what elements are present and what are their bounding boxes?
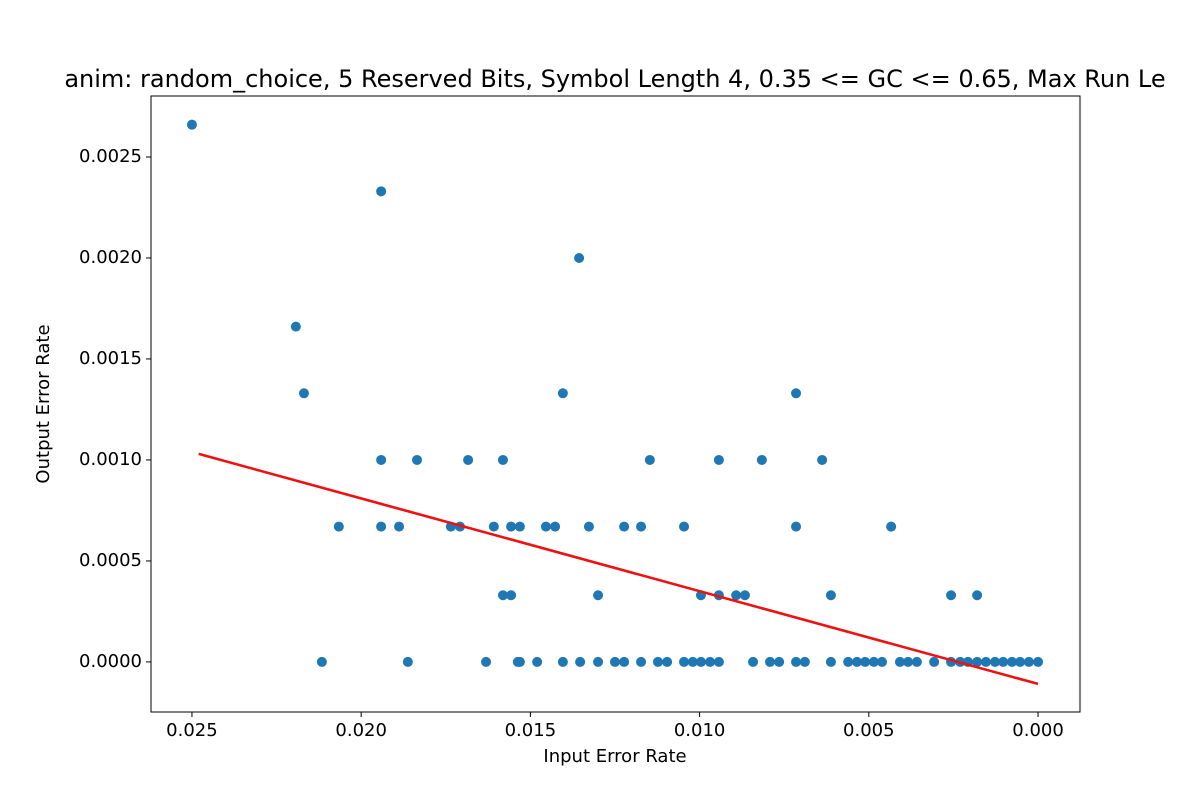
scatter-point [394,521,405,532]
x-axis-label: Input Error Rate [543,746,686,767]
scatter-point [333,521,344,532]
y-tick-label: 0.0015 [79,348,142,369]
scatter-point [636,521,647,532]
scatter-point [298,388,309,399]
scatter-point [1006,656,1017,667]
x-tick-label: 0.025 [166,720,218,741]
scatter-point [998,656,1009,667]
x-tick-label: 0.005 [843,720,895,741]
scatter-point [532,656,543,667]
scatter-point [619,656,630,667]
scatter-point [1033,656,1044,667]
y-tick-label: 0.0005 [79,550,142,571]
scatter-point [774,656,785,667]
scatter-point [609,656,620,667]
scatter-point [402,656,413,667]
chart-title: anim: random_choice, 5 Reserved Bits, Sy… [64,65,1165,93]
scatter-point [463,454,474,465]
scatter-point [756,454,767,465]
scatter-point [990,656,1001,667]
y-tick-label: 0.0000 [79,651,142,672]
scatter-point [748,656,759,667]
scatter-point [791,656,802,667]
scatter-point [1015,656,1026,667]
scatter-point [705,656,716,667]
scatter-point [877,656,888,667]
scatter-point [644,454,655,465]
scatter-point [583,521,594,532]
scatter-point [662,656,673,667]
scatter-point [376,521,387,532]
plot-frame [150,95,1081,713]
scatter-point [290,321,301,332]
y-tick-label: 0.0010 [79,449,142,470]
scatter-point [929,656,940,667]
scatter-point [713,454,724,465]
scatter-point [636,656,647,667]
scatter-point [731,590,742,601]
scatter-point [764,656,775,667]
scatter-point [497,454,508,465]
scatter-point [799,656,810,667]
x-tick-label: 0.010 [674,720,726,741]
scatter-point [593,590,604,601]
scatter-point [619,521,630,532]
scatter-point [412,454,423,465]
scatter-point [791,521,802,532]
scatter-point [687,656,698,667]
scatter-point [481,656,492,667]
scatter-point [679,656,690,667]
scatter-point [860,656,871,667]
scatter-point [825,656,836,667]
y-axis-label: Output Error Rate [33,324,54,483]
fit-line [198,452,1039,686]
x-tick-label: 0.000 [1012,720,1064,741]
scatter-point [972,590,983,601]
scatter-point [540,521,551,532]
scatter-point [550,521,561,532]
scatter-point [488,521,499,532]
scatter-point [894,656,905,667]
scatter-point [557,388,568,399]
scatter-point [868,656,879,667]
scatter-point [506,590,517,601]
scatter-point [514,656,525,667]
scatter-point [376,454,387,465]
y-tick-label: 0.0020 [79,247,142,268]
scatter-point [946,590,957,601]
scatter-point [574,252,585,263]
x-tick-label: 0.020 [335,720,387,741]
scatter-point [903,656,914,667]
y-tick-label: 0.0025 [79,146,142,167]
scatter-point [575,656,586,667]
scatter-point [593,656,604,667]
scatter-point [506,521,517,532]
scatter-point [316,656,327,667]
scatter-point [695,656,706,667]
scatter-point [843,656,854,667]
scatter-point [514,521,525,532]
scatter-point [1023,656,1034,667]
scatter-point [679,521,690,532]
scatter-point [972,656,983,667]
scatter-point [791,388,802,399]
scatter-point [557,656,568,667]
scatter-point [376,186,387,197]
scatter-point [652,656,663,667]
scatter-point [886,521,897,532]
scatter-point [713,656,724,667]
scatter-point [980,656,991,667]
scatter-point [739,590,750,601]
scatter-point [911,656,922,667]
scatter-point [186,119,197,130]
scatter-point [497,590,508,601]
scatter-point [851,656,862,667]
x-tick-label: 0.015 [505,720,557,741]
scatter-point [817,454,828,465]
scatter-point [825,590,836,601]
